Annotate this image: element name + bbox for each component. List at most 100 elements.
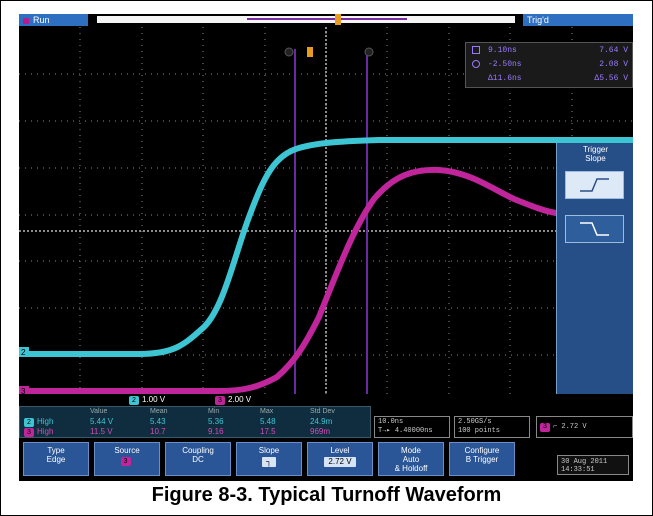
source-label: Source	[114, 446, 140, 455]
cursor-square-icon	[472, 46, 480, 54]
time-value: 14:33:51	[561, 466, 595, 474]
row1-ch-badge: 2	[24, 418, 34, 427]
col-header-std: Std Dev	[310, 408, 335, 415]
row2-ch-badge: 3	[24, 428, 34, 437]
falling-slope-option[interactable]	[565, 215, 624, 243]
source-value: 3	[120, 457, 131, 466]
ch3-waveform	[19, 166, 559, 394]
trigger-menu-bar: Type Edge Source 3 Coupling DC Slope ┐ L…	[19, 441, 633, 481]
cursor-a-handle-icon	[284, 47, 294, 57]
level-value: 2.72 V	[324, 457, 356, 467]
status-bar: Run Trig'd	[19, 14, 633, 27]
row1-max: 5.48	[260, 417, 276, 426]
ch2-waveform	[19, 137, 633, 357]
record-length: 100 points	[458, 427, 501, 435]
timebase-scale: 10.0ns	[378, 418, 404, 426]
side-menu-title-line2: Slope	[585, 154, 606, 163]
ch3-scale[interactable]: 3 2.00 V	[215, 394, 251, 405]
ch2-scale[interactable]: 2 1.00 V	[129, 394, 165, 405]
ch2-scale-value: 1.00 V	[142, 395, 166, 404]
waveform-display: 2 3	[19, 27, 633, 402]
date-time-display: 30 Aug 2011 14:33:51	[557, 455, 629, 475]
mode-holdoff: & Holdoff	[394, 464, 428, 473]
run-indicator-icon	[23, 17, 29, 24]
row2-min: 9.16	[208, 427, 224, 436]
side-menu-title-line1: Trigger	[582, 145, 609, 154]
cursor-b-time: -2.50ns	[488, 60, 522, 69]
ch3-badge: 3	[215, 396, 225, 405]
coupling-label: Coupling	[182, 446, 214, 455]
trigger-slope-icon: ⌐	[553, 423, 558, 431]
rising-slope-option[interactable]	[565, 171, 624, 199]
cursor-a-time: 9.10ns	[488, 46, 517, 55]
row1-std: 24.9m	[310, 417, 333, 426]
row2-max: 17.5	[260, 427, 276, 436]
cursor-delta-time: Δ11.6ns	[488, 74, 522, 83]
ch3-ground-marker-icon: 3	[19, 386, 29, 396]
source-button[interactable]: Source 3	[94, 442, 160, 476]
coupling-button[interactable]: Coupling DC	[165, 442, 231, 476]
table-row: 2 High	[24, 417, 53, 427]
mode-label: Mode	[400, 446, 421, 455]
acquisition-readout[interactable]: 2.50GS/s 100 points	[454, 416, 530, 438]
cursor-readout: 9.10ns 7.64 V -2.50ns 2.08 V Δ11.6ns Δ5.56 …	[465, 42, 633, 88]
table-row: 3 High	[24, 427, 53, 437]
row2-mean: 10.7	[150, 427, 166, 436]
oscilloscope-screen: Run Trig'd 2 3 9.10ns 7.	[19, 14, 633, 481]
row1-min: 5.36	[208, 417, 224, 426]
svg-text:2: 2	[21, 348, 26, 357]
slope-button[interactable]: Slope ┐	[236, 442, 302, 476]
row2-name: High	[37, 427, 54, 436]
configure-b-trigger-button[interactable]: Configure B Trigger	[449, 442, 515, 476]
trigger-marker-icon	[307, 47, 313, 57]
ch2-badge: 2	[129, 396, 139, 405]
cursor-a-volts: 7.64 V	[599, 46, 628, 55]
slope-value: ┐	[262, 457, 276, 467]
date-value: 30 Aug 2011	[561, 458, 608, 466]
trigger-readout[interactable]: 3 ⌐ 2.72 V	[536, 416, 633, 438]
record-window-icon	[247, 18, 407, 20]
trigger-position-icon	[335, 14, 341, 25]
svg-text:3: 3	[21, 387, 26, 396]
trigger-source-badge: 3	[540, 423, 550, 432]
type-value: Edge	[46, 455, 66, 464]
type-button[interactable]: Type Edge	[23, 442, 89, 476]
col-header-mean: Mean	[150, 408, 168, 415]
trigger-level: 2.72 V	[561, 423, 587, 431]
figure-caption: Figure 8-3. Typical Turnoff Waveform	[151, 484, 502, 506]
record-view-bar	[97, 14, 515, 25]
coupling-value: DC	[192, 455, 204, 464]
mode-button[interactable]: Mode Auto & Holdoff	[378, 442, 444, 476]
mode-value: Auto	[402, 455, 420, 464]
cursor-b-volts: 2.08 V	[599, 60, 628, 69]
cursor-delta-volts: Δ5.56 V	[594, 74, 628, 83]
trigger-status-badge: Trig'd	[523, 14, 633, 26]
channel-scale-bar: 2 1.00 V 3 2.00 V	[19, 394, 633, 405]
row1-value: 5.44 V	[90, 417, 114, 426]
type-label: Type	[47, 446, 65, 455]
timebase-readout[interactable]: 10.0ns T→▸ 4.40000ns	[374, 416, 450, 438]
level-label: Level	[330, 446, 350, 455]
row1-name: High	[37, 417, 54, 426]
run-status-badge: Run	[19, 14, 88, 26]
col-header-max: Max	[260, 408, 274, 415]
configure-value: B Trigger	[465, 455, 499, 464]
rising-slope-icon	[580, 178, 609, 192]
row2-std: 969m	[310, 427, 331, 436]
sample-rate: 2.50GS/s	[458, 418, 492, 426]
cursor-lines	[284, 47, 374, 402]
falling-slope-icon	[580, 222, 609, 236]
level-button[interactable]: Level 2.72 V	[307, 442, 373, 476]
slope-label: Slope	[258, 446, 280, 455]
run-status-label: Run	[33, 15, 50, 25]
col-header-value: Value	[90, 408, 108, 415]
trigger-slope-side-menu: Trigger Slope	[556, 143, 633, 401]
row2-value: 11.5 V	[90, 427, 113, 436]
graticule-grid	[19, 27, 633, 402]
cursor-b-handle-icon	[364, 47, 374, 57]
row1-mean: 5.43	[150, 417, 166, 426]
ch3-scale-value: 2.00 V	[228, 395, 252, 404]
ch2-ground-marker-icon: 2	[19, 347, 29, 357]
col-header-min: Min	[208, 408, 220, 415]
side-menu-title: Trigger Slope	[557, 145, 633, 163]
